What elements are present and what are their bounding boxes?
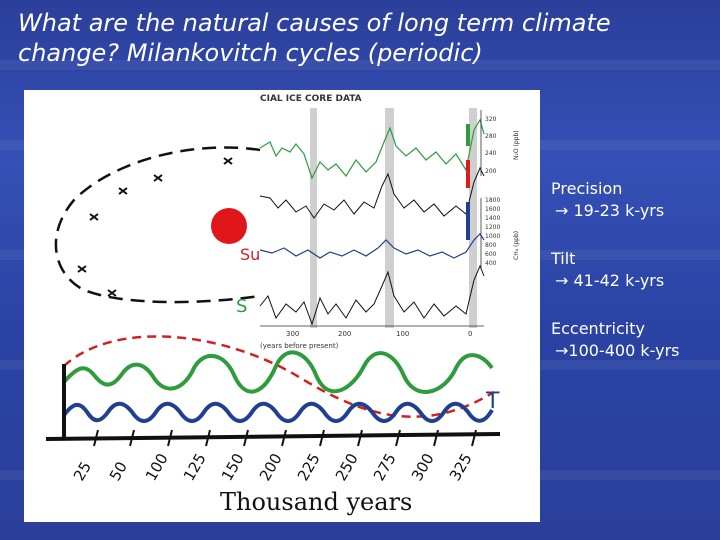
glacial-band: [469, 108, 477, 328]
handwritten-tick-label: 200: [256, 450, 286, 484]
cycle-name: Precision: [551, 179, 623, 198]
orbit-x-mark: [153, 174, 163, 182]
ch4-black-series: [259, 166, 485, 219]
sun-icon: [211, 208, 247, 244]
orbit-x-mark: [223, 157, 233, 165]
glacial-band: [385, 108, 394, 328]
n2o-series: [259, 118, 485, 180]
ch4-axis-label: CH₄ (ppb): [513, 231, 520, 260]
ch4-tick: 1400: [485, 215, 500, 222]
cycle-name: Tilt: [551, 249, 576, 268]
handwritten-ticks: [93, 429, 477, 447]
x-tick: 100: [396, 330, 409, 338]
x-tick: 0: [468, 330, 472, 338]
handwritten-tick-label: 275: [370, 450, 400, 484]
cycle-item-precision: Precision → 19-23 k-yrs: [551, 178, 716, 222]
slide-title: What are the natural causes of long term…: [18, 9, 611, 67]
temperature-series: [259, 264, 485, 326]
cycle-list: Precision → 19-23 k-yrs Tilt → 41-42 k-y…: [551, 178, 716, 388]
handwritten-tick-label: 300: [408, 450, 438, 484]
cycle-name: Eccentricity: [551, 319, 645, 338]
n2o-tick: 200: [485, 168, 497, 175]
ch4-tick: 1000: [485, 233, 500, 240]
x-tick: 200: [338, 330, 351, 338]
orbit-x-mark: [77, 265, 87, 273]
cycle-period: → 19-23 k-yrs: [555, 201, 665, 220]
orbit-sketch: Su S: [54, 146, 261, 317]
tilt-curve: [62, 350, 494, 394]
climate-figure: CIAL ICE CORE DATA 320 280 240 200 1800 …: [24, 90, 540, 522]
orbit-marker-label: S: [236, 296, 247, 317]
orbit-path: [54, 146, 261, 304]
ch4-tick: 800: [485, 242, 497, 249]
handwritten-tick-labels: 25 50 100 125 150 200 225 250 275 300 32…: [70, 450, 476, 484]
handwritten-tick-label: 150: [218, 450, 248, 484]
ice-core-panel: CIAL ICE CORE DATA 320 280 240 200 1800 …: [259, 90, 540, 352]
cycles-chart: T 25 50 100 125 150 200: [45, 335, 501, 516]
handwritten-tick-label: 25: [70, 458, 95, 484]
handwritten-tick-label: 225: [294, 450, 324, 484]
cycle-period: → 41-42 k-yrs: [555, 271, 665, 290]
ch4-blue-series: [259, 233, 485, 259]
sun-label: Su: [240, 245, 260, 264]
precession-curve: [62, 401, 494, 423]
figure-svg: CIAL ICE CORE DATA 320 280 240 200 1800 …: [45, 90, 540, 516]
handwritten-tick-label: 125: [180, 450, 210, 484]
ch4-tick: 1800: [485, 197, 500, 204]
n2o-tick: 240: [485, 150, 497, 157]
cycle-item-eccentricity: Eccentricity →100-400 k-yrs: [551, 318, 716, 362]
orbit-x-mark: [107, 289, 117, 297]
ice-core-x-label: (years before present): [260, 342, 339, 350]
handwritten-x-axis: [45, 432, 501, 441]
orbit-x-mark: [89, 213, 99, 221]
ch4-tick: 600: [485, 251, 497, 258]
ch4-tick: 400: [485, 260, 497, 267]
handwritten-tick-label: 100: [142, 450, 172, 484]
handwritten-tick-label: 50: [106, 458, 131, 484]
ch4-tick-labels: 1800 1600 1400 1200 1000 800 600 400: [485, 197, 500, 267]
x-tick: 300: [286, 330, 299, 338]
n2o-tick-labels: 320 280 240 200: [485, 116, 497, 175]
ch4-tick: 1600: [485, 206, 500, 213]
n2o-axis-label: N₂O (ppb): [513, 130, 520, 160]
orbit-x-mark: [118, 187, 128, 195]
ch4-tick: 1200: [485, 224, 500, 231]
cycle-period: →100-400 k-yrs: [555, 341, 680, 360]
n2o-tick: 320: [485, 116, 497, 123]
cycle-item-tilt: Tilt → 41-42 k-yrs: [551, 248, 716, 292]
handwritten-tick-label: 250: [332, 450, 362, 484]
handwritten-x-label: Thousand years: [220, 488, 412, 516]
n2o-tick: 280: [485, 133, 497, 140]
t-label: T: [485, 389, 500, 414]
handwritten-tick-label: 325: [446, 450, 476, 484]
eccentricity-curve: [63, 335, 495, 418]
ice-core-header: CIAL ICE CORE DATA: [260, 94, 362, 104]
